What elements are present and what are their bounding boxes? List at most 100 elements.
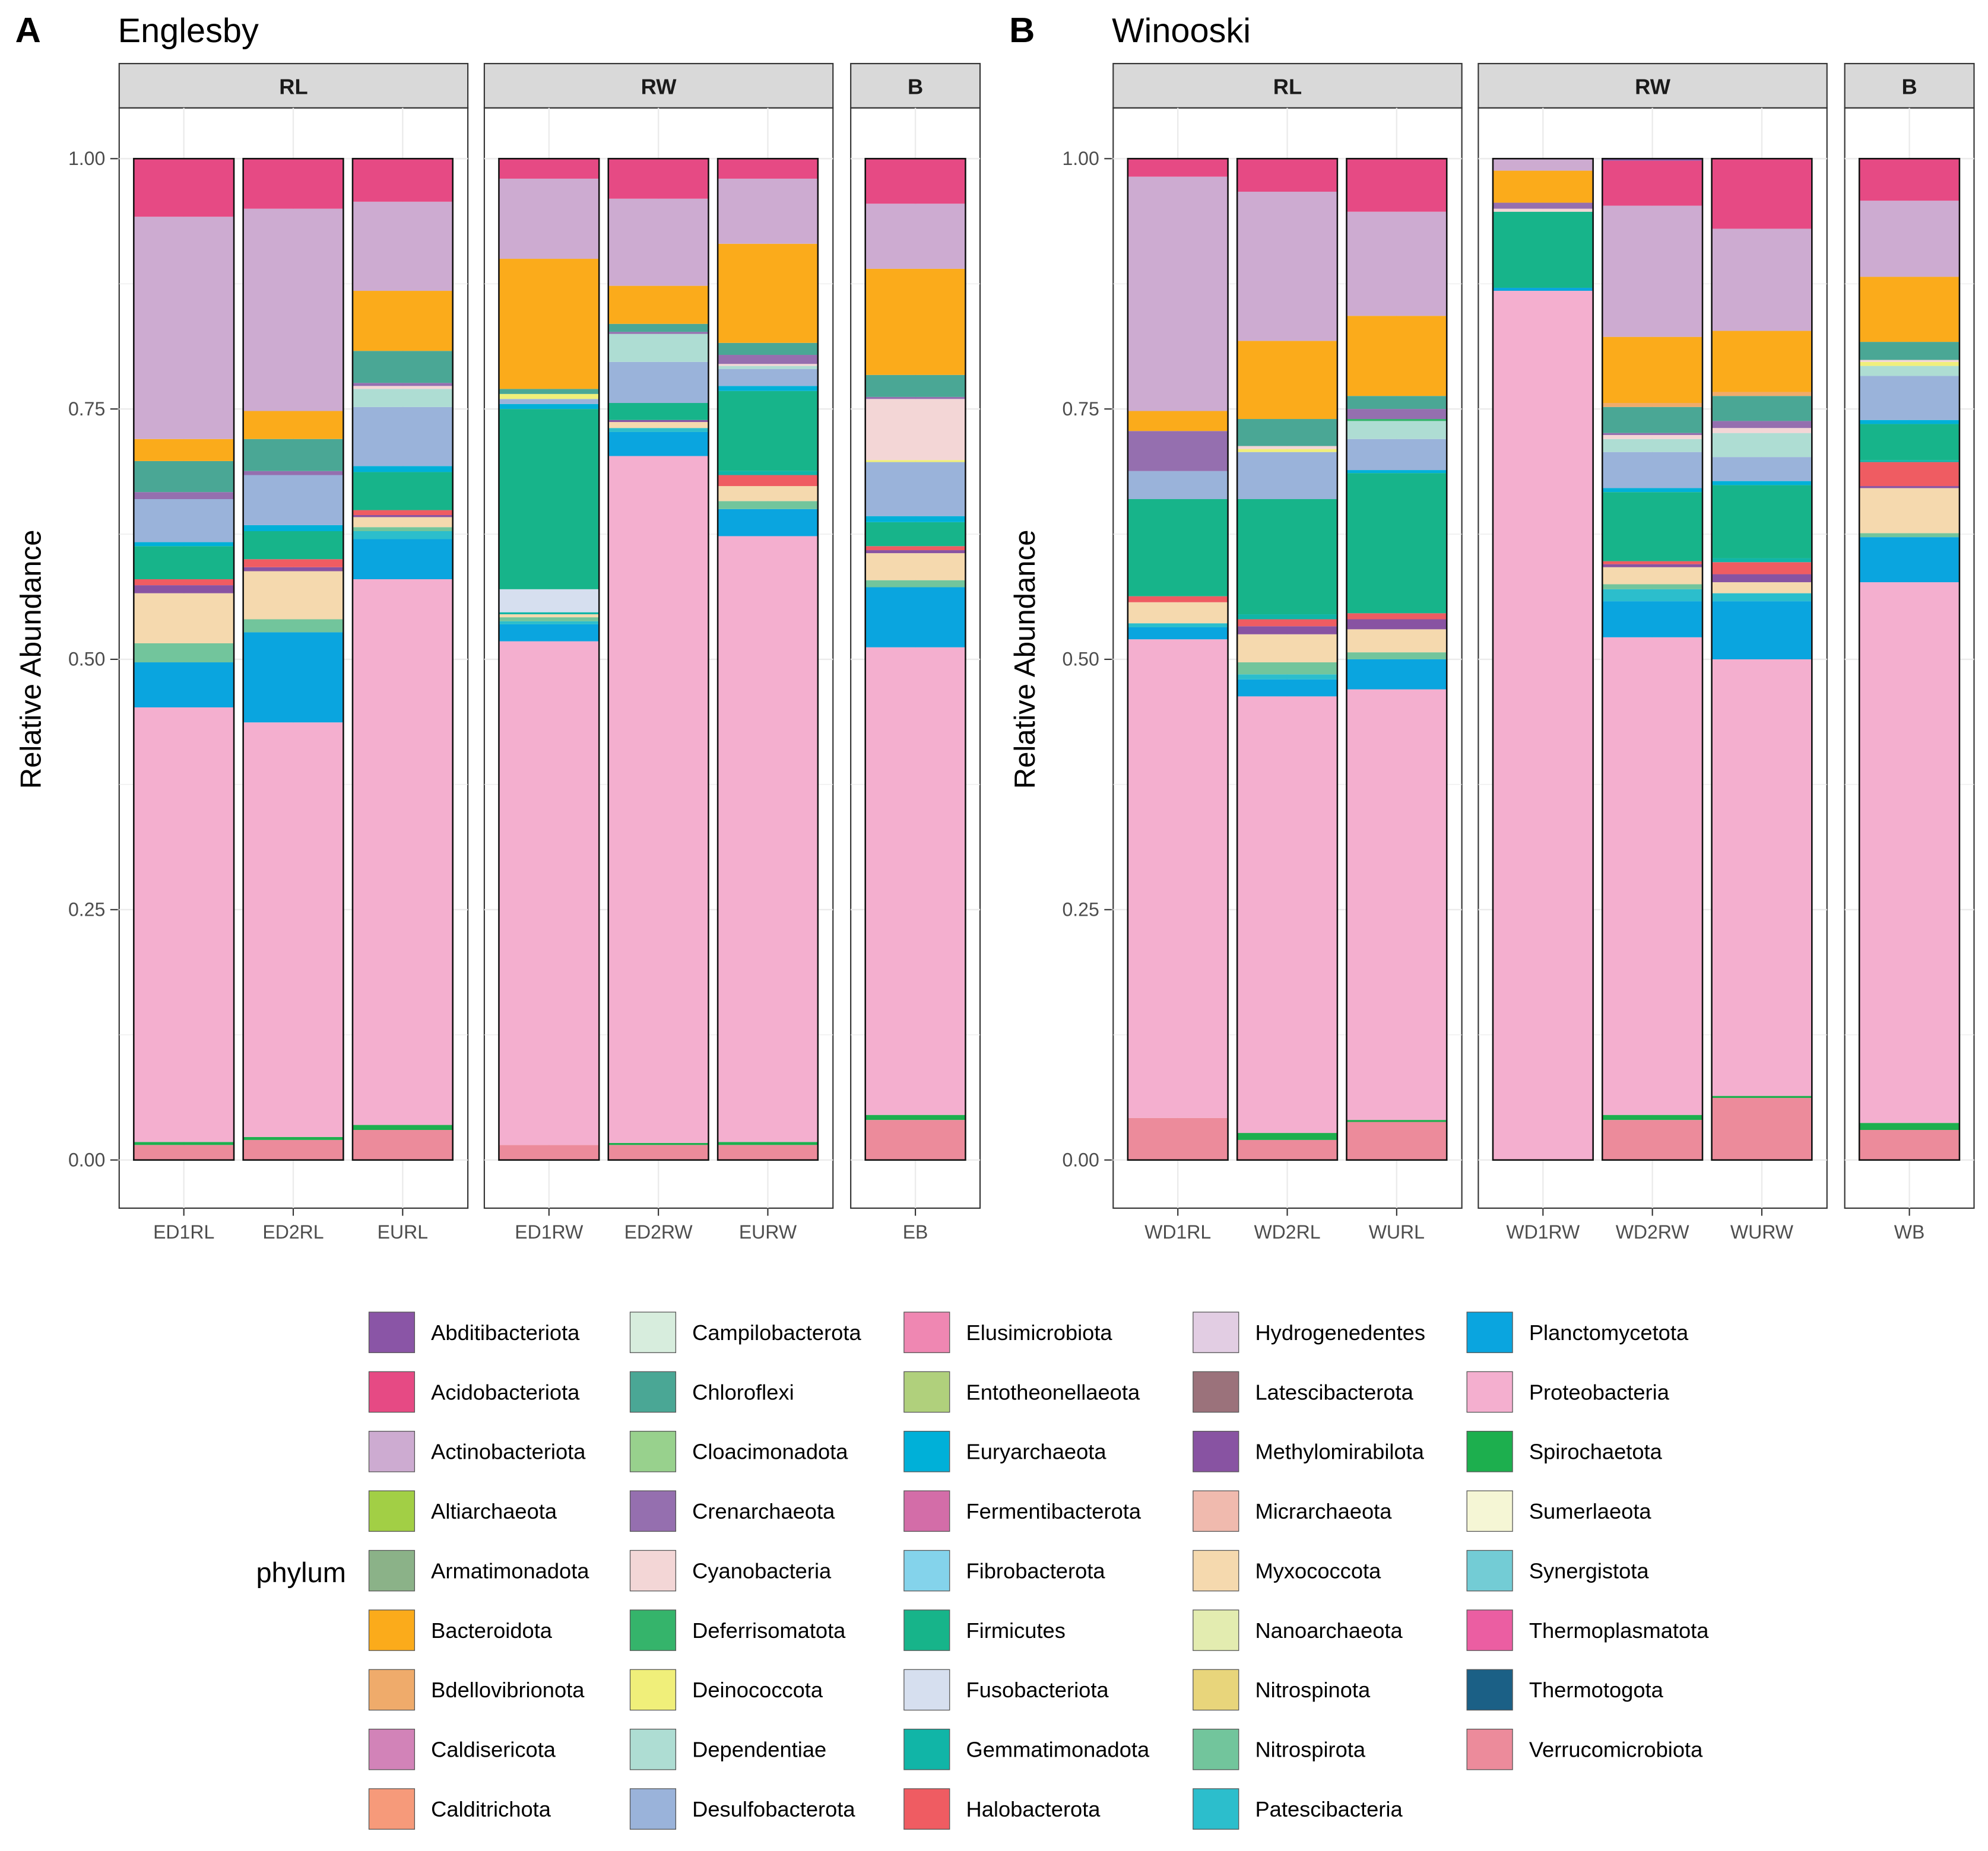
legend-label: Cyanobacteria <box>692 1558 832 1583</box>
bar-segment-acidobacteriota <box>243 158 344 209</box>
bar-segment-halobacterota <box>865 546 966 551</box>
bar-segment-bacteroidota <box>352 291 453 351</box>
bar-segment-bacteroidota <box>499 259 600 389</box>
bar-segment-spirochaetota <box>134 1142 234 1145</box>
facet-rw: RW ED1RW ED2RW EURW <box>483 63 834 1243</box>
bar-segment-verrucomicrobiota <box>1237 1139 1337 1160</box>
bar-segment-planctomycetota <box>1127 627 1228 640</box>
bar-segment-dependentiae <box>1346 421 1447 439</box>
legend-item: Altiarchaeota <box>368 1490 557 1532</box>
bar-segment-myxococcota <box>352 517 453 528</box>
legend-swatch <box>368 1312 416 1353</box>
bar-segment-euryarchaeota <box>134 542 234 547</box>
bar-segment-methylomirabilota <box>1602 564 1703 567</box>
legend-item: Methylomirabilota <box>1193 1431 1425 1472</box>
legend-item: Halobacterota <box>903 1788 1101 1830</box>
bar-segment-planctomycetota <box>1711 601 1812 659</box>
facet-strip-label: B <box>908 74 923 99</box>
legend-item: Myxococcota <box>1193 1550 1381 1592</box>
legend-label: Fusobacteriota <box>966 1678 1109 1702</box>
legend-item: Crenarchaeota <box>629 1490 835 1532</box>
bar-segment-spirochaetota <box>1602 1115 1703 1120</box>
bar-segment-nitrospirota <box>499 617 600 621</box>
bar-segment-spirochaetota <box>352 1125 453 1131</box>
bar-WB <box>1858 158 1961 1161</box>
legend-swatch <box>903 1788 950 1830</box>
bar-segment-crenarchaeota <box>865 396 966 399</box>
bar-segment-actinobacteriota <box>1127 176 1228 411</box>
y-tick-label: 0.00 <box>1062 1149 1099 1170</box>
bar-segment-crenarchaeota <box>243 471 344 475</box>
legend-label: Thermoplasmatota <box>1529 1618 1709 1643</box>
bar-segment-actinobacteriota <box>1237 191 1337 341</box>
bar-segment-gemmatimonadota <box>1237 614 1337 620</box>
legend-label: Armatimonadota <box>431 1558 589 1583</box>
facet-strip <box>1477 63 1828 109</box>
bar-segment-firmicutes <box>1711 485 1812 558</box>
legend-swatch <box>368 1490 416 1532</box>
legend-item: Nitrospinota <box>1193 1669 1371 1711</box>
y-tick-label: 0.00 <box>68 1149 105 1170</box>
bar-segment-halobacterota <box>352 510 453 515</box>
bar-segment-firmicutes <box>243 531 344 560</box>
bar-segment-euryarchaeota <box>1602 488 1703 493</box>
legend-item: Caldisericota <box>368 1728 556 1770</box>
legend-item: Proteobacteria <box>1466 1371 1670 1413</box>
legend-label: Gemmatimonadota <box>966 1738 1150 1762</box>
legend-item: Cloacimonadota <box>629 1431 848 1472</box>
legend-swatch <box>1466 1312 1513 1353</box>
bar-segment-abditibacteriota <box>1602 158 1703 161</box>
bar-segment-patescibacteria <box>1711 593 1812 602</box>
bar-segment-patescibacteria <box>1602 589 1703 602</box>
bar-outline <box>351 158 454 1161</box>
bar-segment-desulfobacterota <box>1859 376 1960 420</box>
bar-segment-proteobacteria <box>1346 689 1447 1120</box>
bar-outline <box>716 158 819 1161</box>
bar-segment-firmicutes <box>718 390 818 471</box>
x-tick-label: WD1RW <box>1506 1221 1580 1243</box>
bar-segment-verrucomicrobiota <box>499 1145 600 1160</box>
bar-ED1RW <box>498 158 600 1161</box>
bar-segment-cyanobacteria <box>1237 446 1337 449</box>
bar-segment-bacteroidota <box>134 439 234 461</box>
bar-segment-chloroflexi <box>608 323 709 332</box>
legend-label: Dependentiae <box>692 1738 826 1762</box>
legend-swatch <box>629 1728 677 1770</box>
bar-segment-myxococcota <box>1237 634 1337 663</box>
legend-item: Sumerlaeota <box>1466 1490 1652 1532</box>
legend-item: Bacteroidota <box>368 1609 553 1651</box>
panel-label: A <box>15 10 41 50</box>
legend-label: Crenarchaeota <box>692 1499 835 1523</box>
bar-segment-acidobacteriota <box>865 158 966 204</box>
bar-ED1RL <box>133 158 235 1161</box>
legend-label: Sumerlaeota <box>1529 1499 1652 1523</box>
legend-title: phylum <box>256 1557 345 1588</box>
bar-segment-planctomycetota <box>1602 601 1703 637</box>
legend-label: Abditibacteriota <box>431 1320 580 1345</box>
bar-segment-nitrospirota <box>1237 662 1337 675</box>
facet-b: B WB <box>1844 63 1975 1243</box>
bar-segment-cyanobacteria <box>865 399 966 461</box>
bar-segment-spirochaetota <box>1237 1133 1337 1140</box>
panel-label: B <box>1009 10 1035 50</box>
bar-segment-proteobacteria <box>1859 582 1960 1123</box>
legend-label: Altiarchaeota <box>431 1499 557 1523</box>
bar-segment-acidobacteriota <box>1859 158 1960 201</box>
legend-label: Entotheonellaeota <box>966 1380 1140 1404</box>
bar-segment-firmicutes <box>865 522 966 547</box>
legend-item: Micrarchaeota <box>1193 1490 1392 1532</box>
bar-WD1RW <box>1492 158 1594 1161</box>
legend-item: Gemmatimonadota <box>903 1728 1150 1770</box>
bar-segment-planctomycetota <box>718 509 818 536</box>
bar-segment-planctomycetota <box>1346 659 1447 690</box>
bar-segment-proteobacteria <box>865 647 966 1115</box>
bar-outline <box>1601 158 1704 1161</box>
bar-segment-myxococcota <box>1711 582 1812 593</box>
legend-item: Campilobacterota <box>629 1312 861 1353</box>
bar-outline <box>1236 158 1339 1161</box>
bar-segment-myxococcota <box>608 422 709 428</box>
bar-segment-desulfobacterota <box>865 462 966 516</box>
legend-label: Chloroflexi <box>692 1380 794 1404</box>
legend-item: Latescibacterota <box>1193 1371 1414 1413</box>
bar-segment-acidobacteriota <box>134 158 234 217</box>
